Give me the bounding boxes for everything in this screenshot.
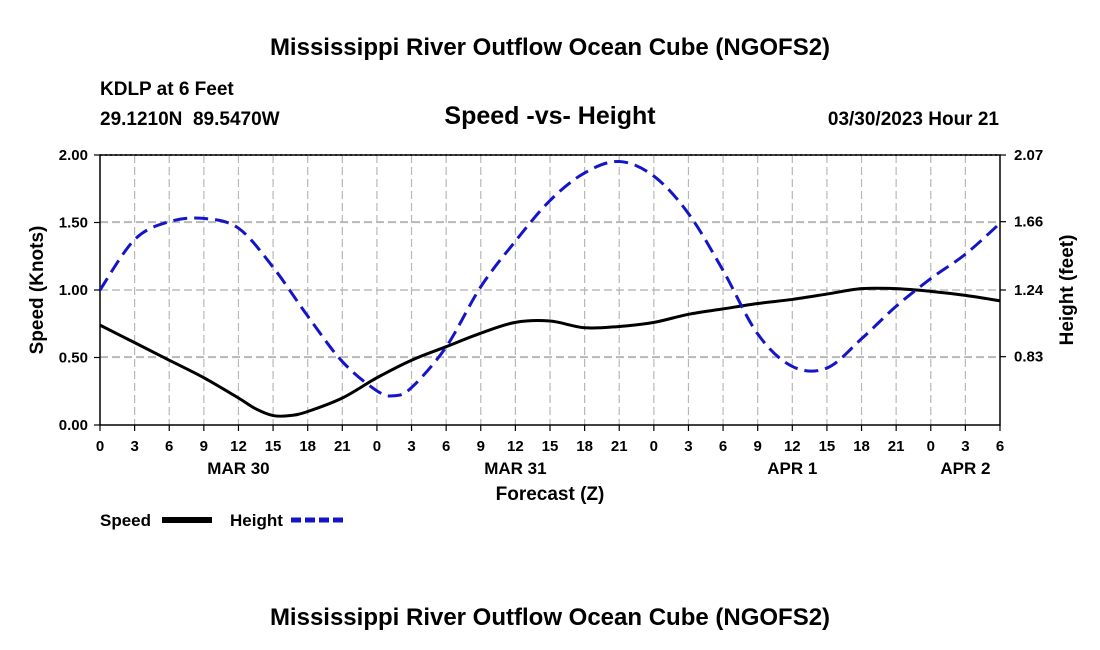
legend-label-speed: Speed: [100, 511, 151, 530]
x-tick-label: 0: [96, 438, 104, 455]
y-left-tick-label: 0.50: [59, 350, 88, 367]
x-tick-label: 12: [230, 438, 247, 455]
y-right-tick-label: 1.24: [1014, 282, 1044, 299]
date-label: MAR 31: [484, 459, 546, 478]
station-coords: 29.1210N 89.5470W: [100, 109, 280, 130]
x-tick-label: 6: [719, 438, 727, 455]
series-line-speed: [99, 286, 1001, 418]
x-tick-label: 6: [165, 438, 173, 455]
y-right-tick-label: 0.83: [1014, 349, 1043, 366]
y-left-tick-label: 0.00: [59, 417, 88, 434]
x-tick-label: 21: [334, 438, 351, 455]
y-axis-right-ticks: 0.83 1.24 1.66 2.07: [1000, 147, 1044, 366]
grid-lines: [100, 155, 1000, 425]
x-tick-label: 3: [130, 438, 138, 455]
y-left-tick-label: 1.50: [59, 215, 88, 232]
x-tick-label: 0: [927, 438, 935, 455]
x-axis-ticks: 0 3 6 9 12 15 18 21 0 3 6 9 12 15 18 21 0 3 6 9 12 15 18 21 0 3 6: [96, 425, 1004, 455]
x-tick-label: 6: [996, 438, 1004, 455]
date-label: APR 1: [767, 459, 817, 478]
x-tick-label: 18: [576, 438, 593, 455]
y-axis-left-ticks: 0.00 0.50 1.00 1.50 2.00: [59, 147, 100, 434]
y-axis-right-title: Height (feet): [1057, 235, 1078, 346]
y-right-tick-label: 1.66: [1014, 214, 1043, 231]
legend: Speed Height: [100, 511, 343, 530]
x-tick-label: 6: [442, 438, 450, 455]
page-title-bottom: Mississippi River Outflow Ocean Cube (NG…: [270, 604, 830, 631]
x-tick-label: 15: [819, 438, 836, 455]
legend-label-height: Height: [230, 511, 283, 530]
x-tick-label: 12: [784, 438, 801, 455]
y-left-tick-label: 2.00: [59, 147, 88, 164]
x-tick-label: 15: [265, 438, 282, 455]
x-tick-label: 9: [477, 438, 485, 455]
chart-subtitle: Speed -vs- Height: [444, 102, 656, 130]
x-tick-label: 18: [299, 438, 316, 455]
x-tick-label: 12: [507, 438, 524, 455]
y-right-tick-label: 2.07: [1014, 147, 1043, 164]
x-tick-label: 9: [200, 438, 208, 455]
series-lines: [98, 160, 1001, 418]
y-left-tick-label: 1.00: [59, 282, 88, 299]
page-title-top: Mississippi River Outflow Ocean Cube (NG…: [270, 34, 830, 61]
forecast-datetime: 03/30/2023 Hour 21: [828, 109, 1000, 130]
x-tick-label: 3: [684, 438, 692, 455]
station-label: KDLP at 6 Feet: [100, 79, 234, 100]
x-tick-label: 9: [754, 438, 762, 455]
y-axis-left-title: Speed (Knots): [27, 226, 48, 355]
x-axis-title: Forecast (Z): [496, 484, 605, 505]
x-tick-label: 3: [407, 438, 415, 455]
x-tick-label: 21: [888, 438, 905, 455]
x-tick-label: 18: [853, 438, 870, 455]
x-tick-label: 3: [961, 438, 969, 455]
x-tick-label: 0: [373, 438, 381, 455]
series-line-height: [98, 160, 1001, 398]
date-label: MAR 30: [207, 459, 269, 478]
date-labels: MAR 30 MAR 31 APR 1 APR 2: [207, 459, 990, 478]
x-tick-label: 21: [611, 438, 628, 455]
x-tick-label: 15: [542, 438, 559, 455]
date-label: APR 2: [940, 459, 990, 478]
x-tick-label: 0: [650, 438, 658, 455]
